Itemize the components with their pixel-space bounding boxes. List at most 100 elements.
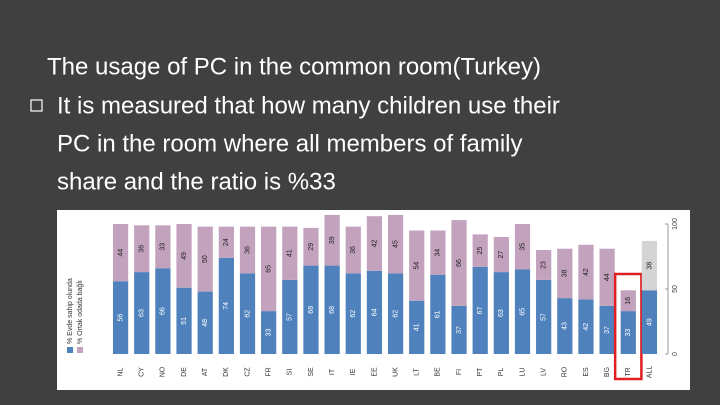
bar-segment <box>366 270 383 354</box>
bar-segment <box>409 300 425 354</box>
bar-segment <box>324 214 340 266</box>
x-tick-label: SE <box>308 367 315 377</box>
bar-segment <box>493 237 509 273</box>
bar-segment <box>430 230 446 275</box>
x-tick-label: EE <box>371 367 378 377</box>
value-label: 54 <box>414 262 421 270</box>
value-label: 34 <box>435 249 442 257</box>
bullet-line: share and the ratio is %33 <box>57 168 336 195</box>
value-label: 64 <box>371 308 378 316</box>
value-label: 41 <box>414 323 421 331</box>
x-tick-label: DK <box>223 367 230 377</box>
value-label: 44 <box>604 273 611 281</box>
value-label: 16 <box>625 297 632 305</box>
value-label: 50 <box>202 255 209 263</box>
bar-segment <box>324 265 340 354</box>
y-tick-label: 100 <box>672 218 679 230</box>
value-label: 37 <box>604 326 611 334</box>
bar-segment <box>345 226 361 274</box>
y-tick-label: 50 <box>672 285 679 293</box>
x-tick-label: RO <box>562 366 569 377</box>
slide-title: The usage of PC in the common room(Turke… <box>47 53 541 80</box>
value-label: 65 <box>265 265 272 273</box>
bar-segment <box>557 298 573 354</box>
bar-segment <box>514 224 531 270</box>
bar-segment <box>282 279 298 354</box>
bar-segment <box>578 299 594 354</box>
value-label: 35 <box>519 243 526 251</box>
legend-swatch <box>67 347 73 353</box>
value-label: 43 <box>562 322 569 330</box>
value-label: 45 <box>392 240 399 248</box>
bar-segment <box>514 269 531 354</box>
legend-label: % Ortak odada bağlı <box>77 280 84 344</box>
bar-segment <box>134 225 150 273</box>
value-label: 56 <box>117 314 124 322</box>
value-label: 49 <box>646 318 653 326</box>
bar-segment <box>620 290 636 312</box>
bar-segment <box>451 220 467 306</box>
value-label: 68 <box>329 306 336 314</box>
value-label: 51 <box>181 317 188 325</box>
bar-segment <box>112 224 129 282</box>
bar-segment <box>599 305 615 354</box>
x-tick-label: PT <box>477 367 484 377</box>
x-tick-label: PL <box>498 368 505 377</box>
bar-segment <box>155 268 171 354</box>
bar-segment <box>261 311 277 354</box>
bar-segment <box>387 214 404 274</box>
value-label: 41 <box>287 249 294 257</box>
bar-segment <box>536 279 552 354</box>
x-tick-label: FR <box>265 367 272 376</box>
value-label: 66 <box>456 259 463 267</box>
value-label: 33 <box>265 329 272 337</box>
x-tick-label: CY <box>139 367 146 377</box>
x-tick-label: ES <box>583 367 590 377</box>
legend-swatch <box>77 347 83 353</box>
bar-segment <box>218 257 234 354</box>
bar-segment <box>239 273 256 354</box>
bar-segment <box>472 266 488 354</box>
value-label: 37 <box>456 326 463 334</box>
bar-segment <box>155 225 171 269</box>
value-label: 44 <box>117 249 124 257</box>
bar-segment <box>387 273 404 354</box>
value-label: 42 <box>583 268 590 276</box>
value-label: 62 <box>350 310 357 318</box>
x-tick-label: LV <box>540 368 547 376</box>
value-label: 42 <box>371 240 378 248</box>
value-label: 48 <box>202 319 209 327</box>
value-label: 63 <box>498 309 505 317</box>
bar-segment <box>578 244 594 300</box>
bar-segment <box>303 227 319 266</box>
value-label: 39 <box>329 236 336 244</box>
chart: 0 50 100 % Evde sahip olunda% Ortak odada b… <box>67 214 679 381</box>
value-label: 68 <box>308 306 315 314</box>
bar-segment <box>641 290 658 354</box>
x-tick-label: IE <box>350 368 357 375</box>
x-tick-label: NL <box>117 367 124 376</box>
value-label: 25 <box>477 247 484 255</box>
bar-segment <box>557 248 573 299</box>
x-tick-label: FI <box>456 369 463 375</box>
value-label: 74 <box>223 302 230 310</box>
bar-segment <box>218 226 234 258</box>
x-tick-label: SI <box>287 369 294 376</box>
value-label: 38 <box>562 269 569 277</box>
bar-segment <box>641 240 658 291</box>
value-label: 62 <box>244 310 251 318</box>
value-label: 36 <box>350 246 357 254</box>
value-label: 24 <box>223 238 230 246</box>
bar-segment <box>493 272 509 354</box>
value-label: 27 <box>498 251 505 259</box>
bar-segment <box>599 248 615 306</box>
x-tick-label: DE <box>181 367 188 377</box>
bar-segment <box>261 226 277 312</box>
value-label: 66 <box>160 307 167 315</box>
x-tick-label: BG <box>604 367 611 377</box>
bar-segment <box>176 224 192 288</box>
bullet-icon <box>30 99 43 112</box>
value-label: 57 <box>540 313 547 321</box>
value-label: 49 <box>181 252 188 260</box>
